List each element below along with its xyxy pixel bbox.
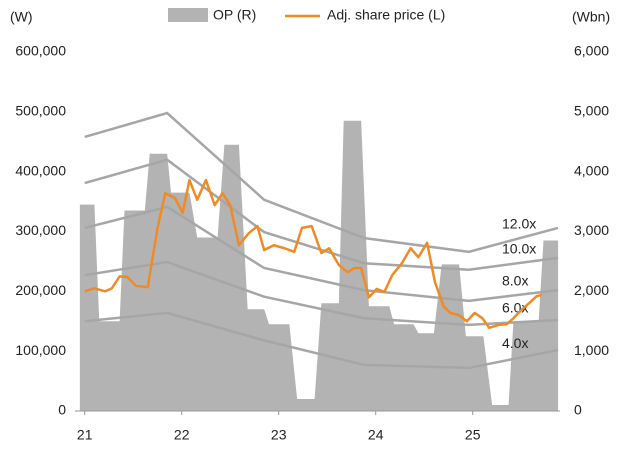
per-band-line: [84, 111, 559, 254]
y2-tick-label: 5,000: [574, 103, 609, 119]
y2-tick-label: 4,000: [574, 162, 609, 178]
x-tick-label: 24: [368, 427, 384, 443]
legend-label: Adj. share price (L): [327, 7, 445, 23]
y-tick-label: 600,000: [15, 43, 66, 59]
y-tick-label: 100,000: [15, 342, 66, 358]
y-tick-label: 200,000: [15, 282, 66, 298]
per-band-line: [84, 158, 559, 272]
x-tick-label: 22: [174, 427, 190, 443]
op-area: [79, 120, 559, 411]
y-tick-label: 300,000: [15, 222, 66, 238]
legend-swatch: [168, 8, 208, 22]
y-tick-label: 0: [58, 402, 66, 418]
price-line: [84, 178, 542, 330]
y-tick-label: 400,000: [15, 162, 66, 178]
y2-tick-label: 6,000: [574, 43, 609, 59]
band-label: 8.0x: [502, 272, 528, 288]
y2-tick-label: 0: [574, 402, 582, 418]
y2-tick-label: 3,000: [574, 222, 609, 238]
per-band-line: [84, 205, 559, 303]
band-label: 4.0x: [502, 335, 528, 351]
x-tick-label: 25: [465, 427, 481, 443]
y2-tick-label: 1,000: [574, 342, 609, 358]
band-label: 12.0x: [502, 215, 536, 231]
y2-tick-label: 2,000: [574, 282, 609, 298]
x-tick-label: 23: [271, 427, 287, 443]
legend-label: OP (R): [213, 7, 256, 23]
y-tick-label: 500,000: [15, 103, 66, 119]
band-label: 10.0x: [502, 240, 536, 256]
x-tick-label: 21: [77, 427, 93, 443]
per-band-line: [84, 311, 559, 370]
y-axis-label: (W): [10, 9, 33, 25]
per-band-line: [84, 260, 559, 327]
y2-axis-label: (Wbn): [572, 9, 610, 25]
band-label: 6.0x: [502, 300, 528, 316]
